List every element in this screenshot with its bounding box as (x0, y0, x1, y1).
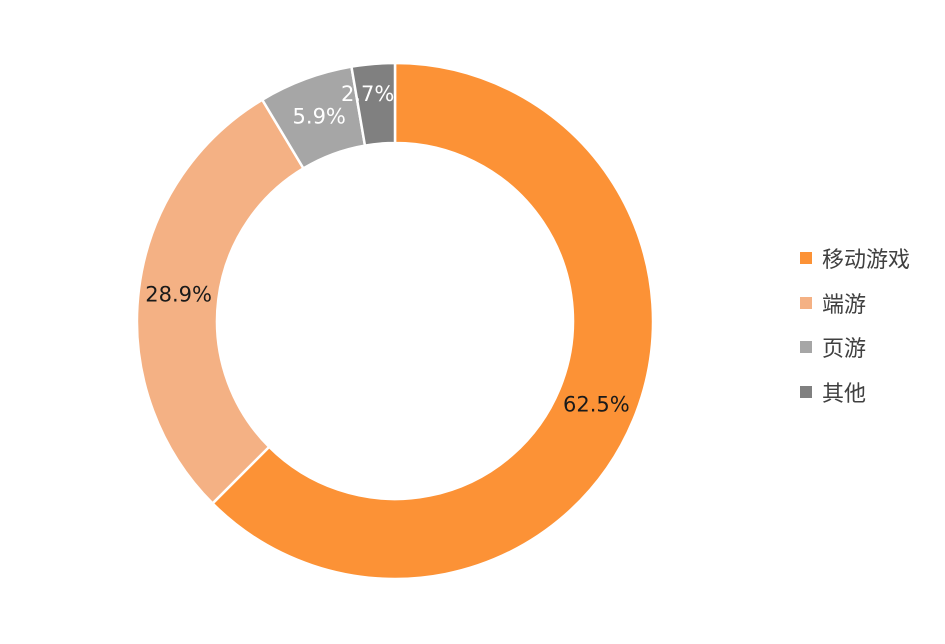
legend-label: 端游 (822, 292, 867, 318)
legend-item-client: 端游 (800, 281, 910, 326)
legend-swatch (800, 252, 812, 265)
slice-other (349, 61, 397, 147)
slice-label: 5.9% (293, 105, 346, 129)
legend: 移动游戏 端游 页游 其他 (800, 236, 910, 414)
legend-label: 页游 (822, 337, 867, 363)
legend-label: 移动游戏 (822, 248, 911, 274)
legend-swatch (800, 385, 812, 398)
slice-label: 28.9% (145, 282, 212, 306)
legend-item-mobile: 移动游戏 (800, 236, 910, 281)
slice-labels-group: 62.5% 28.9% 5.9%2.7% (145, 82, 629, 417)
legend-swatch (800, 341, 812, 354)
slice-mobile (210, 61, 655, 581)
legend-label: 其他 (822, 381, 867, 407)
legend-item-web: 页游 (800, 325, 910, 370)
legend-item-other: 其他 (800, 370, 910, 415)
slice-label: 2.7% (341, 82, 394, 106)
legend-swatch (800, 296, 812, 309)
slice-client (135, 98, 306, 506)
slice-label: 62.5% (563, 392, 630, 416)
slices-group (135, 61, 655, 581)
